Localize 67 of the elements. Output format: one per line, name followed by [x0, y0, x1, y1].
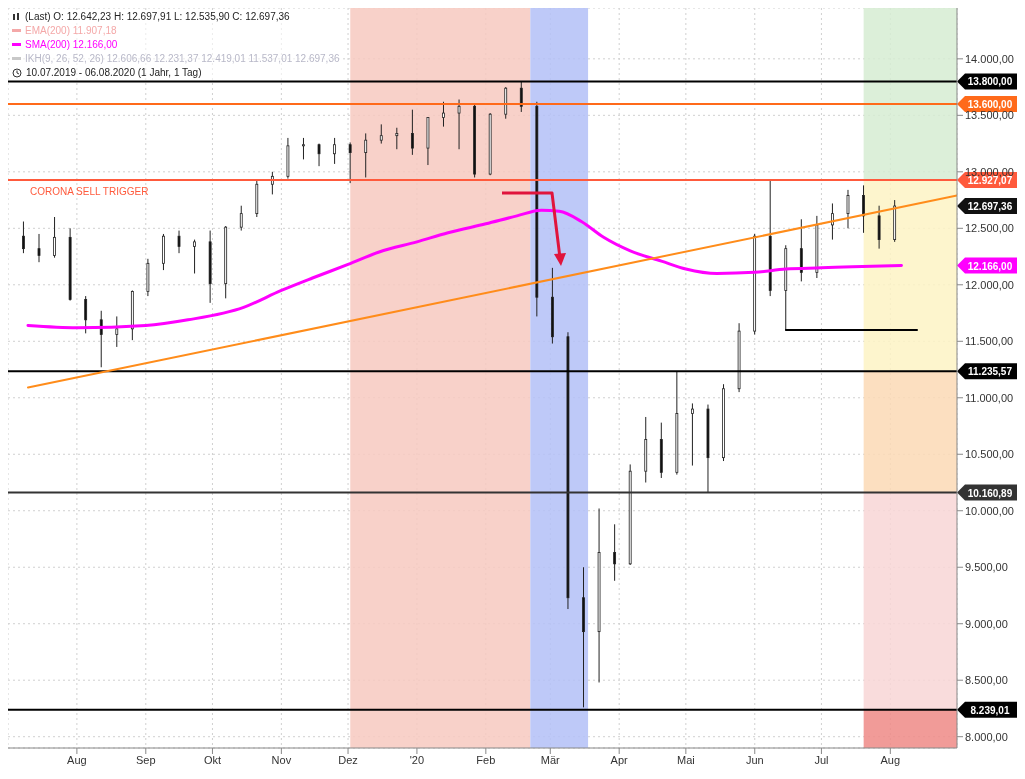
- annotation: EMA(200) 11.907,18: [25, 24, 117, 38]
- annotation: CORONA SELL TRIGGER: [30, 186, 149, 198]
- candlestick: [613, 523, 617, 582]
- y-tick-label: 11.000,00: [965, 391, 1014, 404]
- candlestick: [115, 315, 119, 348]
- x-tick-label: Sep: [136, 753, 156, 766]
- candlestick: [862, 184, 865, 234]
- x-tick-label: Feb: [476, 753, 496, 766]
- candlestick: [84, 295, 88, 334]
- candlestick: [846, 189, 850, 229]
- y-tick-label: 9.000,00: [965, 617, 1008, 630]
- text: 12.697,36: [967, 201, 1013, 213]
- ref-line-label: 10.160,89: [967, 487, 1013, 499]
- y-tick-label: 9.500,00: [965, 561, 1008, 574]
- candlestick: [333, 137, 336, 165]
- candlestick: [302, 137, 305, 160]
- y-tick-label: 13.000,00: [965, 165, 1014, 178]
- ref-line-label: 8.239,01: [970, 704, 1010, 716]
- y-tick-label: 8.500,00: [965, 674, 1008, 687]
- y-tick-label: 8.000,00: [965, 730, 1008, 743]
- candlestick: [799, 218, 803, 282]
- legend-label: SMA(200) 12.166,00: [25, 38, 118, 52]
- candlestick: [877, 205, 881, 250]
- x-tick-label: Dez: [338, 753, 358, 766]
- candlestick: [831, 202, 834, 241]
- x-tick-label: Jul: [814, 753, 829, 766]
- candlestick: [395, 127, 399, 150]
- y-tick-label: 12.000,00: [965, 278, 1014, 291]
- x-tick-label: '20: [409, 753, 425, 766]
- candlestick: [364, 132, 368, 178]
- candlestick: [99, 310, 103, 368]
- y-tick-label: 10.500,00: [965, 448, 1014, 461]
- candlestick: [379, 123, 383, 145]
- y-tick-label: 11.500,00: [965, 335, 1014, 348]
- text: 10.07.2019 - 06.08.2020 (1 Jahr, 1 Tag): [26, 66, 202, 80]
- x-tick-label: Apr: [610, 753, 629, 766]
- candlestick: [442, 101, 445, 128]
- candlestick: [410, 109, 414, 156]
- candlestick: [457, 99, 461, 150]
- x-tick-label: Nov: [271, 753, 292, 766]
- ref-line-label: 13.800,00: [967, 76, 1013, 88]
- y-tick-label: 14.000,00: [965, 52, 1014, 65]
- ref-line-label: 13.600,00: [967, 99, 1013, 111]
- y-tick-label: 10.000,00: [965, 504, 1014, 517]
- candlestick: [22, 221, 25, 254]
- candlestick: [348, 141, 352, 184]
- x-tick-label: Jun: [745, 753, 764, 766]
- text: 12.166,00: [967, 260, 1013, 272]
- x-tick-label: Mär: [540, 753, 561, 766]
- annotation: IKH(9, 26, 52, 26) 12.606,66 12.231,37 12.419,01 11.537,01 12.697,36: [25, 52, 340, 66]
- line-series: [26, 208, 903, 330]
- x-tick-label: Aug: [67, 753, 87, 766]
- candlestick: [53, 216, 56, 259]
- x-tick-label: Mai: [676, 753, 695, 766]
- ref-line-label: 11.235,57: [968, 366, 1013, 378]
- y-tick-label: 12.500,00: [965, 222, 1014, 235]
- x-tick-label: Okt: [203, 753, 222, 766]
- candlestick: [193, 239, 196, 274]
- candlestick: [37, 233, 41, 263]
- candlestick: [691, 402, 694, 467]
- candlestick: [519, 80, 523, 113]
- candlestick: [177, 230, 181, 254]
- x-tick-label: Aug: [880, 753, 901, 766]
- ref-line-label: 12.927,07: [967, 175, 1013, 187]
- candlestick: [239, 205, 243, 232]
- y-tick-label: 13.500,00: [965, 109, 1014, 122]
- chart-title: (Last) O: 12.642,23 H: 12.697,91 L: 12.535,90 C: 12.697,36: [25, 10, 290, 24]
